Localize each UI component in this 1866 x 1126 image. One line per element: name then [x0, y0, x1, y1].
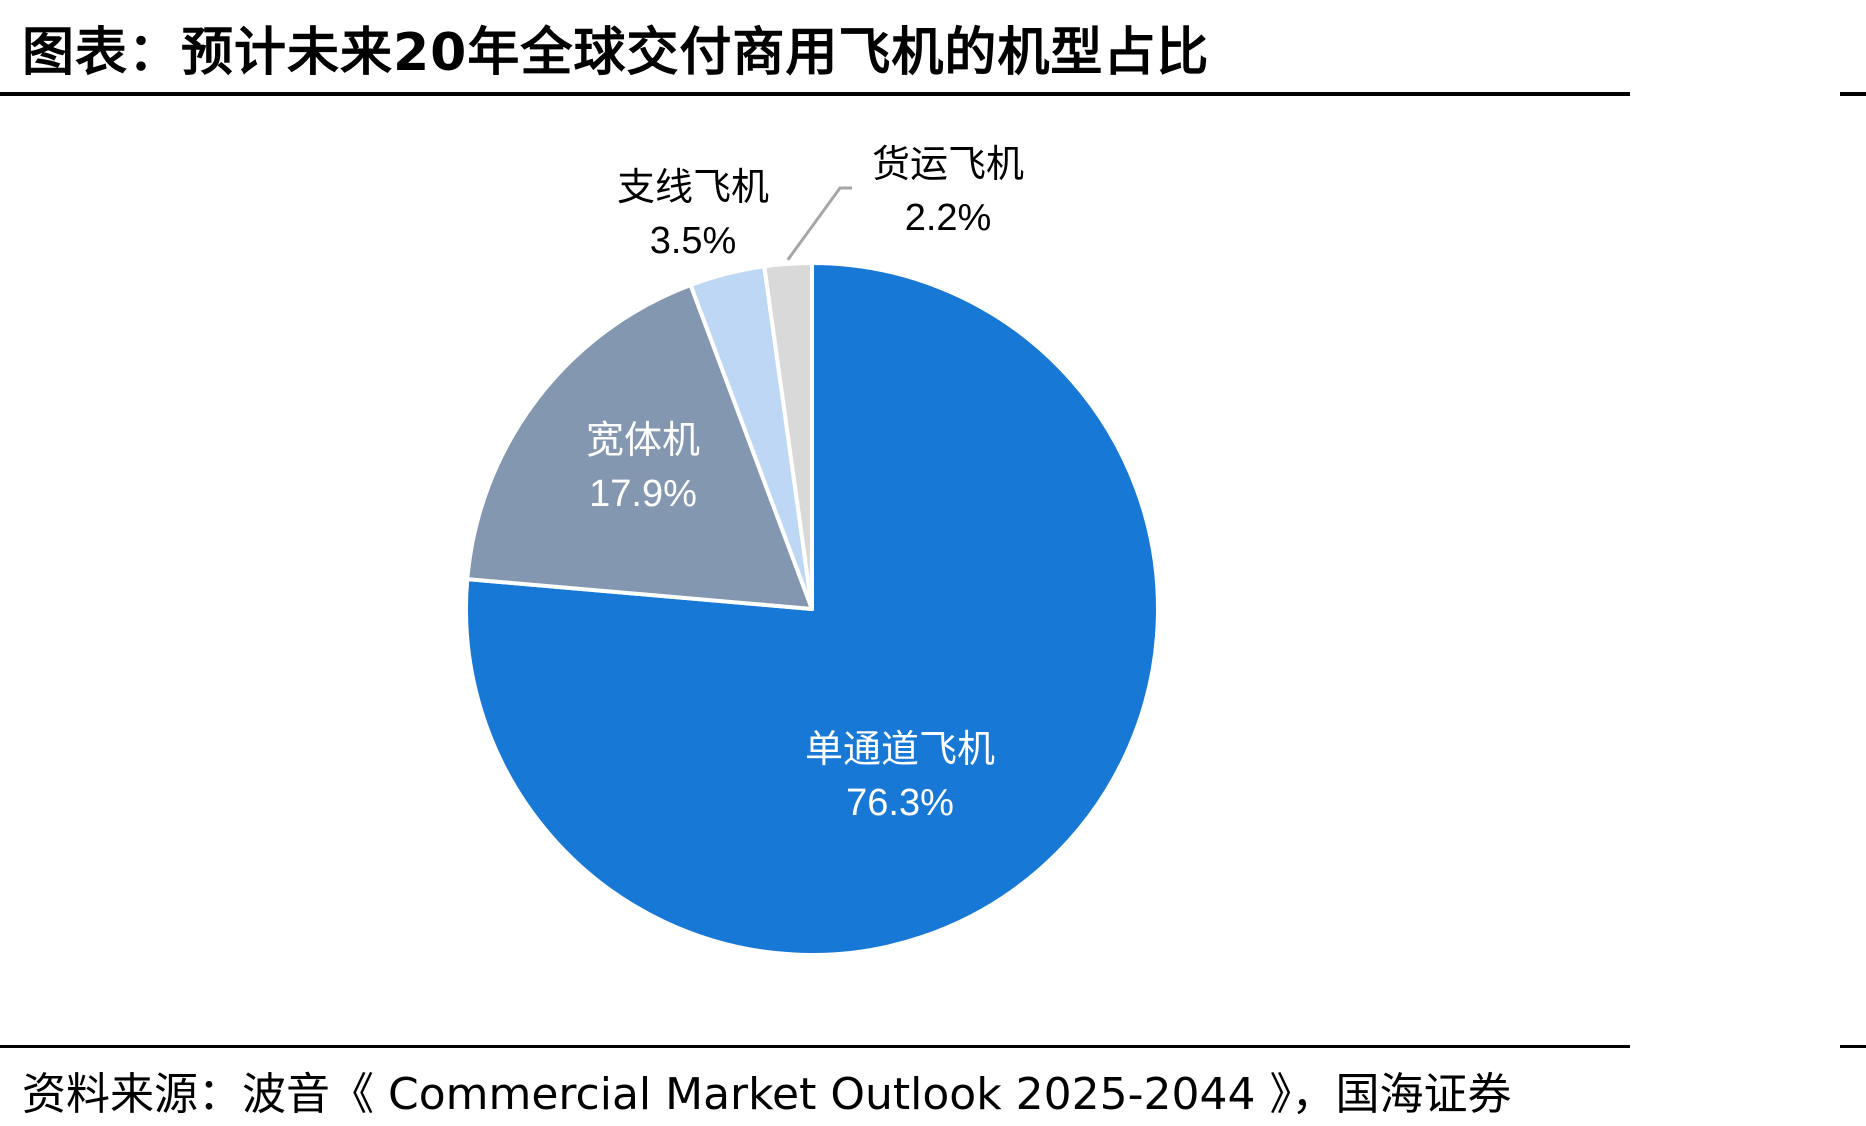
leader-line: [786, 186, 852, 261]
chart-title: 图表：预计未来20年全球交付商用飞机的机型占比: [22, 23, 1210, 83]
slice-name-label-0: 单通道飞机: [805, 727, 995, 771]
slice-value-label-2: 3.5%: [650, 220, 737, 262]
slice-name-label-3: 货运飞机: [872, 142, 1024, 186]
pie-slices: [464, 261, 1160, 957]
slice-value-label-1: 17.9%: [589, 473, 697, 515]
pie-slice-0: [464, 261, 1160, 957]
pie-slice-3: [762, 261, 814, 611]
slice-value-label-3: 2.2%: [905, 197, 992, 239]
leader-lines: [786, 186, 852, 261]
slice-name-label-1: 宽体机: [586, 418, 700, 462]
pie-slice-1: [465, 282, 814, 611]
bottom-rule: [0, 1045, 1630, 1048]
top-rule-right: [1840, 92, 1866, 96]
slice-value-label-0: 76.3%: [846, 782, 954, 824]
slice-name-label-2: 支线飞机: [617, 165, 769, 209]
slice-labels: 单通道飞机 76.3% 宽体机 17.9% 支线飞机 3.5% 货运飞机 2.2%: [586, 142, 1024, 824]
bottom-rule-right: [1840, 1045, 1866, 1048]
source-note: 资料来源：波音《 Commercial Market Outlook 2025-…: [22, 1069, 1512, 1120]
top-rule: [0, 92, 1630, 96]
